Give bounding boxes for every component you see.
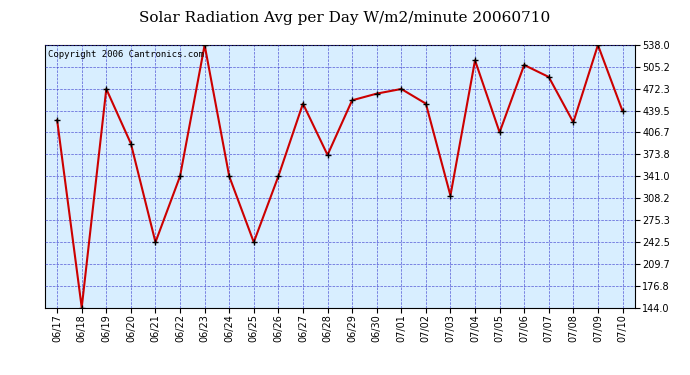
Text: Solar Radiation Avg per Day W/m2/minute 20060710: Solar Radiation Avg per Day W/m2/minute …	[139, 11, 551, 25]
Text: Copyright 2006 Cantronics.com: Copyright 2006 Cantronics.com	[48, 50, 204, 59]
